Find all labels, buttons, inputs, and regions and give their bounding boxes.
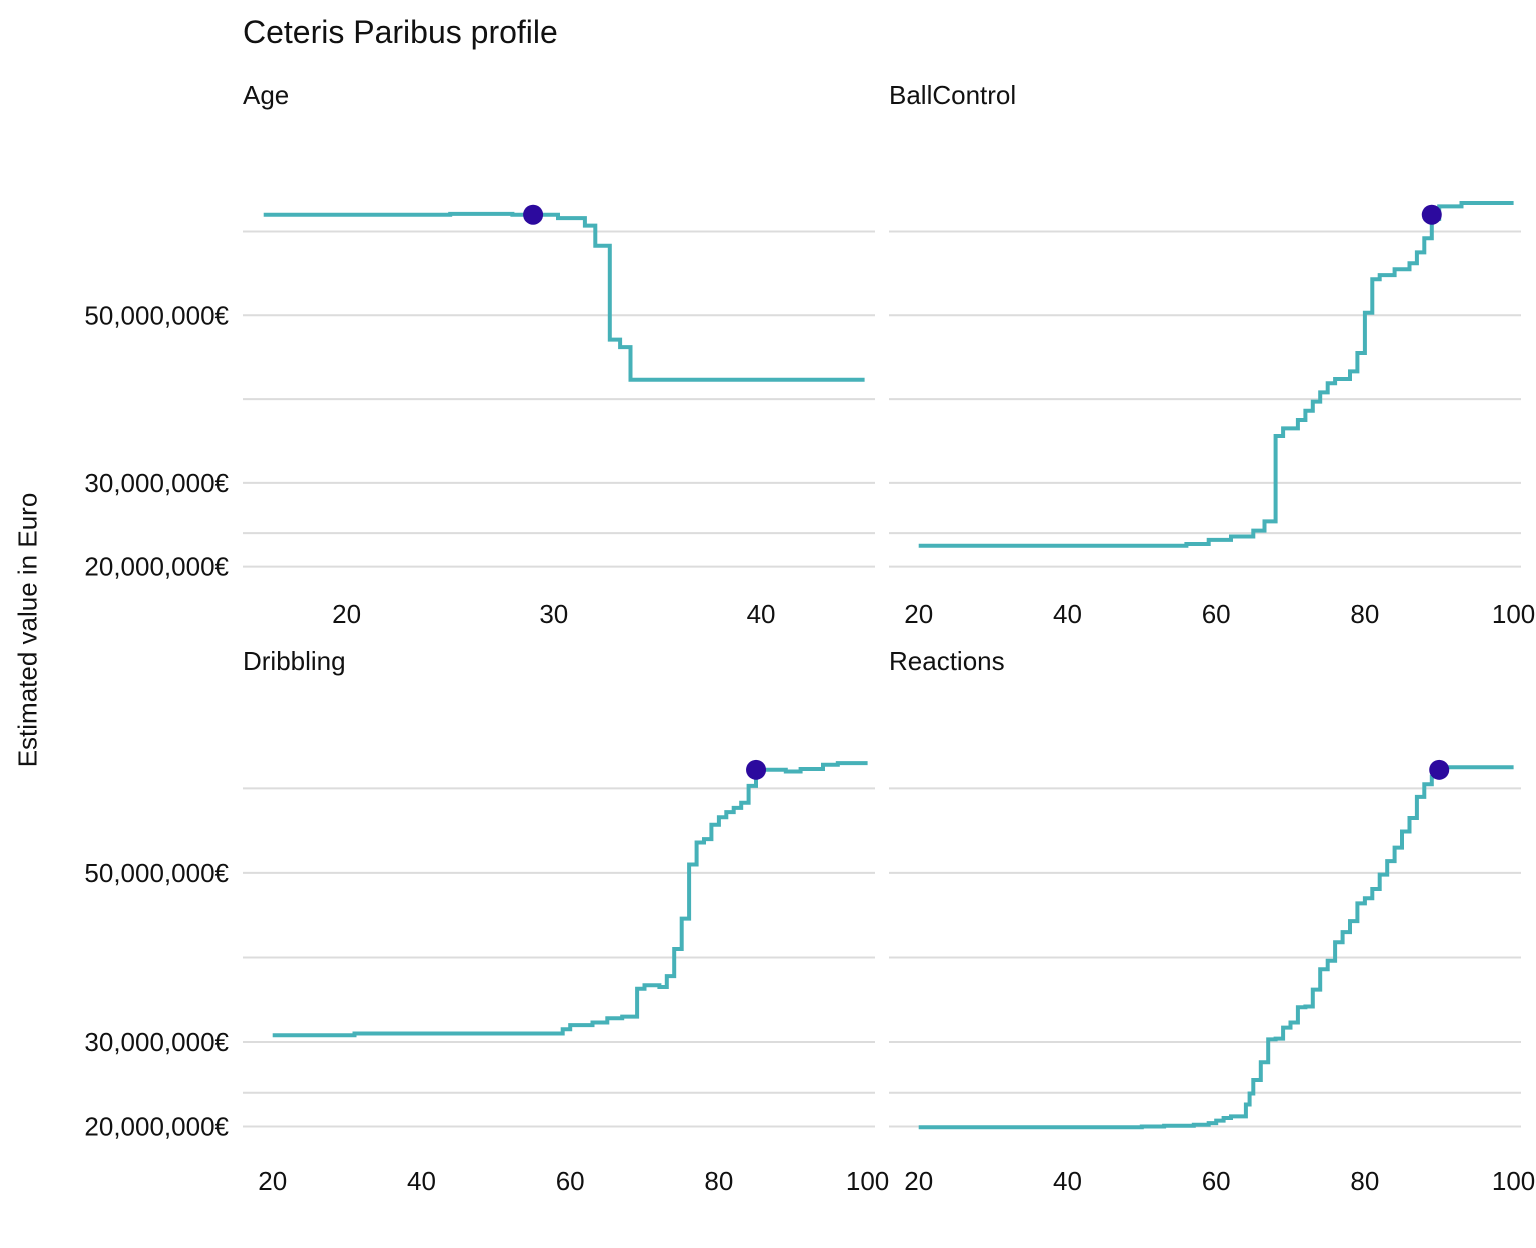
strip-label: Reactions [889, 646, 1005, 676]
x-tick-label: 100 [1492, 1166, 1535, 1196]
panel-dribbling: 20,000,000€ 30,000,000€ 50,000,000€ 20 40 60 8… [84, 638, 889, 1196]
x-tick-label: 60 [1202, 1166, 1231, 1196]
panel-age: 20,000,000€ 30,000,000€ 50,000,000€ 20 30 40 A… [84, 72, 875, 629]
profile-line [272, 761, 868, 1038]
x-tick-label: 30 [539, 599, 568, 629]
y-tick-label: 50,000,000€ [84, 300, 229, 330]
x-tick-label: 20 [332, 599, 361, 629]
panel-reactions: 20 40 60 80 100 Reactions [887, 638, 1535, 1196]
x-tick-label: 20 [258, 1166, 287, 1196]
x-tick-label: 80 [704, 1166, 733, 1196]
x-tick-label: 80 [1350, 599, 1379, 629]
y-tick-label: 20,000,000€ [84, 1112, 229, 1142]
x-tick-label: 60 [556, 1166, 585, 1196]
x-tick-label: 100 [1492, 599, 1535, 629]
x-tick-label: 80 [1350, 1166, 1379, 1196]
x-tick-label: 40 [407, 1166, 436, 1196]
profile-line [263, 211, 865, 382]
observation-point [1429, 759, 1450, 780]
x-tick-label: 20 [904, 599, 933, 629]
x-tick-label: 100 [846, 1166, 889, 1196]
strip-background [887, 72, 1087, 110]
profile-line [918, 765, 1514, 1130]
x-tick-label: 40 [747, 599, 776, 629]
y-tick-label: 30,000,000€ [84, 1027, 229, 1057]
observation-point [746, 759, 767, 780]
strip-background [241, 638, 441, 676]
x-tick-label: 40 [1053, 599, 1082, 629]
x-tick-label: 60 [1202, 599, 1231, 629]
panel-ballcontrol: 20 40 60 80 100 BallControl [887, 72, 1535, 629]
profile-line [918, 201, 1514, 548]
y-tick-label: 30,000,000€ [84, 468, 229, 498]
y-tick-label: 20,000,000€ [84, 552, 229, 582]
y-tick-label: 50,000,000€ [84, 858, 229, 888]
observation-point [1421, 204, 1442, 225]
strip-background [887, 638, 1087, 676]
strip-label: BallControl [889, 80, 1016, 110]
observation-point [523, 204, 544, 225]
strip-label: Dribbling [243, 646, 346, 676]
strip-background [241, 72, 441, 110]
x-tick-label: 40 [1053, 1166, 1082, 1196]
chart-title: Ceteris Paribus profile [243, 14, 558, 50]
strip-label: Age [243, 80, 289, 110]
x-tick-label: 20 [904, 1166, 933, 1196]
